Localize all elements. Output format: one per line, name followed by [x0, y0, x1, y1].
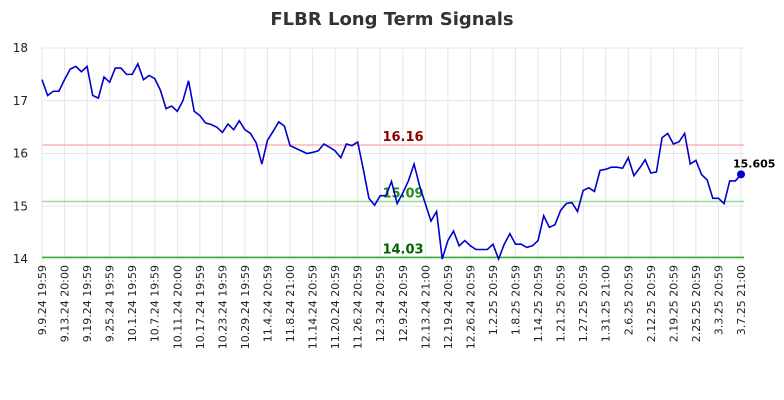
y-tick-label: 14 — [13, 252, 28, 266]
last-point — [737, 170, 745, 179]
x-tick-label: 12.26.24 20:59 — [464, 265, 477, 349]
x-tick-label: 11.20.24 20:59 — [329, 265, 342, 349]
x-tick-label: 12.13.24 21:00 — [419, 265, 432, 349]
y-tick-label: 18 — [13, 41, 28, 55]
signal-label: 14.03 — [382, 242, 423, 257]
x-tick-label: 11.26.24 20:59 — [352, 265, 365, 349]
x-tick-label: 12.3.24 20:59 — [374, 265, 387, 342]
x-tick-label: 12.19.24 20:59 — [442, 265, 455, 349]
x-tick-label: 9.25.24 19:59 — [104, 265, 117, 342]
x-tick-label: 1.27.25 20:59 — [577, 265, 590, 342]
y-tick-label: 16 — [13, 147, 28, 161]
y-tick-label: 17 — [13, 94, 28, 108]
x-tick-label: 10.11.24 20:00 — [171, 265, 184, 349]
price-line — [41, 61, 742, 262]
signal-label: 16.16 — [382, 130, 423, 145]
x-tick-label: 1.14.25 20:59 — [532, 265, 545, 342]
x-tick-label: 12.9.24 20:59 — [397, 265, 410, 342]
x-tick-label: 1.31.25 21:00 — [600, 265, 613, 342]
x-tick-label: 10.17.24 19:59 — [194, 265, 207, 349]
x-tick-label: 3.7.25 21:00 — [735, 265, 748, 335]
x-tick-label: 1.8.25 20:59 — [510, 265, 523, 335]
x-tick-label: 2.6.25 20:59 — [622, 265, 635, 335]
x-tick-label: 11.8.24 21:00 — [284, 265, 297, 342]
x-tick-label: 9.19.24 19:59 — [81, 265, 94, 342]
x-tick-label: 11.4.24 20:59 — [261, 265, 274, 342]
x-tick-label: 2.12.25 20:59 — [645, 265, 658, 342]
last-value-label: 15.605 — [733, 157, 775, 170]
x-tick-label: 10.7.24 19:59 — [149, 265, 162, 342]
x-tick-label: 10.29.24 19:59 — [239, 265, 252, 349]
x-tick-label: 10.1.24 19:59 — [126, 265, 139, 342]
x-tick-label: 2.19.25 20:59 — [667, 265, 680, 342]
x-tick-label: 1.2.25 20:59 — [487, 265, 500, 335]
x-tick-label: 9.13.24 20:00 — [59, 265, 72, 342]
x-tick-label: 3.3.25 20:59 — [712, 265, 725, 335]
chart-title: FLBR Long Term Signals — [270, 9, 513, 30]
x-tick-label: 2.25.25 20:59 — [690, 265, 703, 342]
x-tick-label: 11.14.24 20:59 — [307, 265, 320, 349]
x-tick-label: 1.21.25 20:59 — [555, 265, 568, 342]
x-tick-label: 10.23.24 19:59 — [216, 265, 229, 349]
x-tick-label: 9.9.24 19:59 — [36, 265, 49, 335]
y-tick-label: 15 — [13, 199, 28, 213]
